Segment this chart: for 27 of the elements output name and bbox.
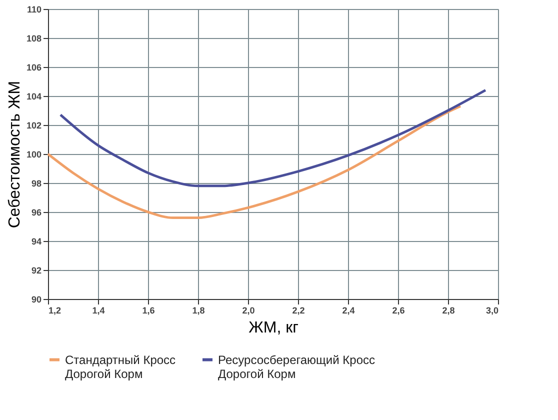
y-tick-label: 92 <box>31 266 42 276</box>
y-tick-label: 94 <box>31 236 42 246</box>
x-tick-label: 2,4 <box>342 306 355 316</box>
x-tick-label: 2,2 <box>292 306 305 316</box>
x-tick-label: 3,0 <box>486 306 498 316</box>
y-tick-label: 102 <box>26 120 42 130</box>
x-tick-label: 2,0 <box>242 306 255 316</box>
x-tick-label: 1,6 <box>142 306 155 316</box>
x-tick-label: 2,8 <box>442 306 455 316</box>
y-tick-label: 100 <box>26 150 42 160</box>
y-tick-label: 96 <box>31 208 42 218</box>
x-axis-title: ЖМ, кг <box>248 320 299 336</box>
y-tick-label: 104 <box>26 92 42 102</box>
legend-label: Ресурсосберегающий Кросс Дорогой Корм <box>218 352 375 381</box>
x-tick-label: 1,2 <box>48 306 62 316</box>
y-axis-title: Себестоимость ЖМ <box>6 80 24 228</box>
line-series <box>46 104 462 220</box>
y-tick-label: 98 <box>31 178 42 188</box>
line-series <box>59 88 487 188</box>
y-tick-label: 110 <box>26 4 42 14</box>
x-tick-label: 1,8 <box>192 306 205 316</box>
y-tick-label: 90 <box>31 294 42 304</box>
y-tick-label: 106 <box>26 62 42 72</box>
x-tick-label: 1,4 <box>92 306 105 316</box>
x-tick-label: 2,6 <box>392 306 405 316</box>
y-tick-label: 108 <box>26 34 42 44</box>
legend-label: Стандартный Кросс Дорогой Корм <box>65 352 176 381</box>
